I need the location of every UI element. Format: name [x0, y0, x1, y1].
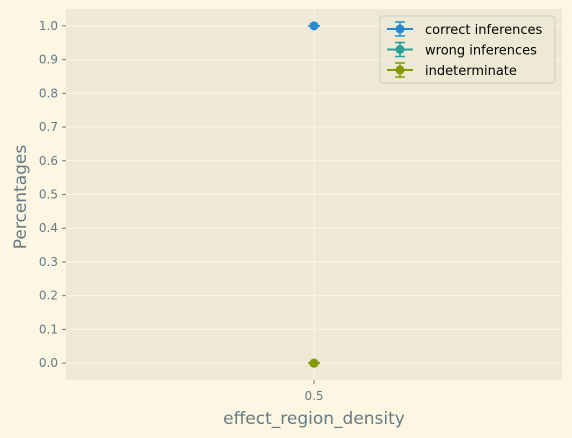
legend: correct inferences wrong inferences indete…: [379, 15, 556, 84]
x-axis-ticks: 0.5: [304, 380, 324, 403]
legend-entry: indeterminate: [387, 62, 517, 79]
legend-marker: [395, 45, 405, 54]
y-tick-label: 0.6: [39, 154, 58, 168]
series-indeterminate: [308, 358, 320, 368]
y-tick-label: 0.3: [39, 255, 58, 269]
data-points: [308, 21, 320, 368]
y-axis-label: Percentages: [11, 145, 31, 250]
legend-marker: [395, 24, 405, 34]
y-tick-label: 0.8: [39, 86, 58, 100]
y-tick-label: 0.1: [39, 322, 58, 336]
legend-entry: wrong inferences: [387, 41, 537, 59]
y-tick-label: 0.9: [39, 53, 58, 67]
legend-label: correct inferences: [425, 23, 543, 38]
x-tick-label: 0.5: [304, 389, 323, 403]
x-axis-label: effect_region_density: [223, 409, 405, 429]
legend-label: wrong inferences: [425, 44, 537, 59]
y-tick-label: 0.2: [39, 289, 58, 303]
y-tick-label: 0.5: [39, 188, 58, 202]
series-correct-inferences: [308, 21, 320, 31]
y-tick-label: 0.0: [39, 356, 58, 370]
legend-box: [379, 15, 556, 84]
y-tick-label: 1.0: [39, 19, 58, 33]
legend-marker: [395, 65, 405, 75]
data-point: [309, 358, 319, 368]
y-tick-label: 0.4: [39, 221, 58, 235]
legend-label: indeterminate: [425, 64, 517, 79]
y-tick-label: 0.7: [39, 120, 58, 134]
data-point: [309, 21, 319, 31]
legend-entry: correct inferences: [387, 21, 543, 38]
y-axis-ticks: 0.0 0.1 0.2 0.3 0.4 0.5 0.6 0.7 0.8 0.9 1.0: [39, 19, 66, 370]
